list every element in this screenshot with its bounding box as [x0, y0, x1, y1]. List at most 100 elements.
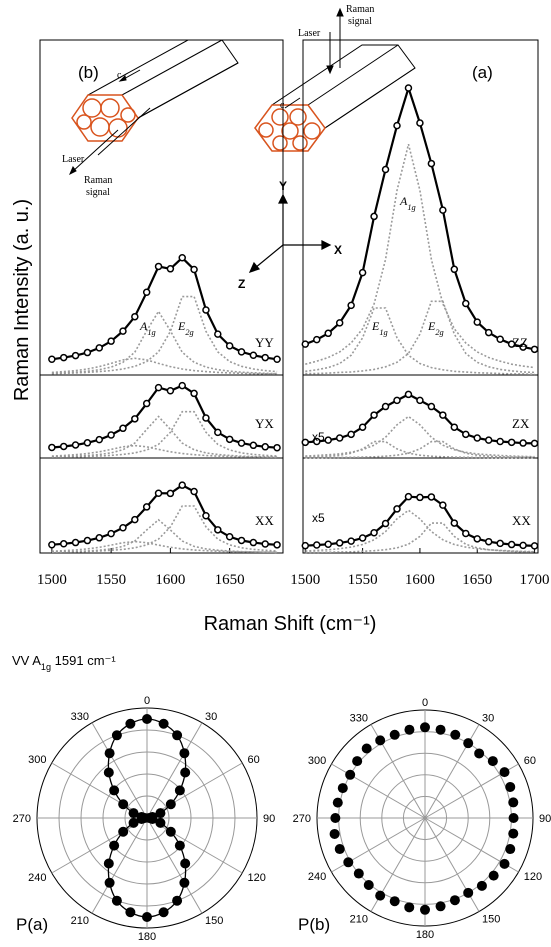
signal-label: Raman [84, 175, 112, 186]
data-point [499, 767, 510, 778]
data-point [190, 265, 198, 274]
data-point [416, 119, 424, 127]
peak-label: E2g [177, 319, 194, 337]
data-point [347, 301, 355, 310]
text-part: A [139, 319, 148, 333]
data-point [131, 515, 139, 524]
data-point [111, 895, 122, 906]
fit-component [305, 440, 535, 459]
data-point [473, 535, 481, 543]
data-point [155, 817, 166, 828]
data-point [463, 738, 474, 749]
data-point [95, 435, 104, 444]
data-point [332, 797, 343, 808]
x-tick-label: 1600 [155, 572, 185, 588]
data-point [361, 743, 372, 754]
angle-label: 90 [539, 813, 551, 825]
data-point [48, 540, 56, 549]
measured-line [304, 84, 535, 351]
data-point [180, 858, 191, 869]
fit-component [305, 300, 535, 375]
subscript: 2g [435, 328, 443, 337]
data-point [249, 441, 258, 450]
data-point [83, 439, 92, 447]
data-point [487, 756, 498, 767]
subscript: 1g [407, 203, 415, 212]
data-point [420, 904, 430, 915]
data-point [313, 335, 321, 344]
x-tick-label: 1650 [215, 572, 245, 588]
data-point [174, 785, 185, 796]
trace-label: YX [255, 416, 274, 431]
data-point [128, 817, 139, 828]
angle-label: 180 [138, 931, 156, 943]
data-point [142, 399, 151, 408]
fit-component [51, 357, 278, 375]
data-point [178, 381, 186, 390]
x-tick-label: 1500 [290, 572, 320, 588]
panel-label: (b) [78, 63, 99, 82]
angle-label: 300 [28, 754, 46, 766]
text-part: 1591 cm⁻¹ [51, 653, 116, 668]
text-part: A [399, 194, 408, 208]
chart-title: VV A1g 1591 cm⁻¹ [12, 653, 116, 672]
data-point [530, 345, 539, 354]
data-point [519, 439, 527, 447]
data-point [496, 437, 504, 446]
data-point [505, 844, 516, 855]
data-point [83, 348, 92, 357]
data-point [249, 351, 258, 359]
laser-label: Laser [298, 28, 321, 39]
data-point [476, 880, 487, 891]
data-point [273, 355, 281, 364]
data-point [59, 353, 68, 362]
data-point [179, 748, 190, 759]
data-point [155, 808, 166, 819]
data-point [142, 503, 151, 511]
data-point [345, 769, 356, 780]
data-point [358, 268, 367, 277]
text-part: E [427, 319, 436, 333]
trace-label: ZX [512, 416, 530, 431]
data-point [335, 539, 344, 547]
data-point [107, 529, 115, 538]
data-point [381, 519, 390, 528]
data-point [347, 430, 355, 439]
data-point [381, 165, 390, 174]
angle-label: 240 [28, 872, 46, 884]
data-point [142, 288, 151, 297]
data-point [427, 493, 436, 501]
angle-label: 210 [350, 913, 368, 925]
data-point [393, 396, 401, 405]
data-point [190, 487, 198, 496]
data-point [178, 254, 186, 262]
data-point [499, 858, 510, 869]
data-point [273, 443, 281, 452]
angle-label: 210 [71, 915, 89, 927]
data-point [450, 729, 461, 740]
data-point [450, 265, 459, 274]
data-point [449, 895, 460, 906]
data-point [439, 206, 447, 214]
subscript: 1g [41, 662, 51, 672]
measured-line [51, 256, 278, 361]
panel-label: P(a) [16, 915, 48, 934]
data-point [136, 812, 147, 823]
rod-left [69, 39, 239, 176]
x-tick-label: 1700 [520, 572, 550, 588]
x-tick-label: 1550 [348, 572, 378, 588]
data-point [225, 533, 234, 541]
fit-component [305, 522, 535, 554]
data-point [180, 767, 191, 778]
data-point [158, 718, 169, 729]
data-point [225, 342, 234, 350]
laser-label: Laser [62, 154, 85, 165]
data-point [404, 902, 415, 913]
data-point [393, 505, 401, 513]
data-point [505, 781, 516, 792]
data-point [142, 912, 152, 922]
data-point [301, 340, 310, 348]
data-point [95, 534, 104, 542]
data-point [324, 540, 332, 549]
data-point [508, 828, 519, 839]
